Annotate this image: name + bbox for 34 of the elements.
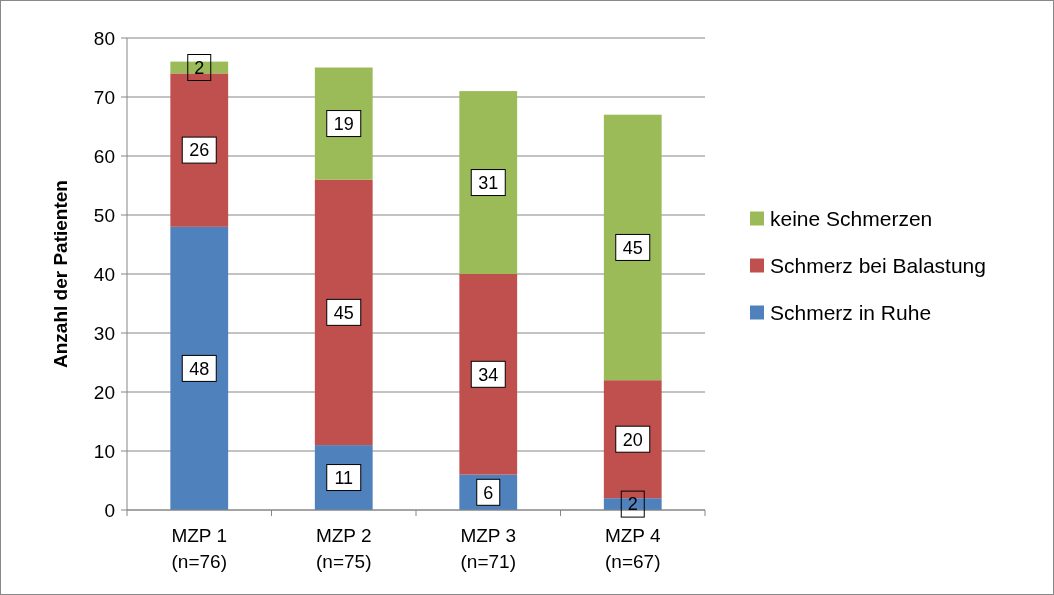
bar — [459, 274, 518, 475]
y-tick-label: 50 — [93, 204, 115, 226]
y-tick-label: 0 — [104, 499, 115, 521]
y-tick-label: 10 — [93, 440, 115, 462]
y-tick-label: 80 — [93, 27, 115, 49]
data-label: 48 — [189, 358, 210, 379]
data-label: 34 — [478, 364, 499, 385]
y-tick-label: 40 — [93, 263, 115, 285]
data-label: 11 — [334, 467, 354, 488]
y-axis-title: Anzahl der Patienten — [50, 180, 71, 368]
data-label: 45 — [622, 237, 643, 258]
x-tick-label: MZP 2 (n=75) — [315, 525, 372, 572]
legend-label: Schmerz in Ruhe — [770, 300, 932, 324]
y-tick-label: 30 — [93, 322, 115, 344]
x-tick-label: MZP 1 (n=76) — [171, 525, 228, 572]
data-label: 45 — [333, 302, 354, 323]
bar — [170, 226, 229, 510]
x-tick-label: MZP 4 (n=67) — [604, 525, 661, 572]
data-label: 20 — [622, 429, 643, 450]
data-label: 6 — [483, 482, 494, 503]
data-label: 2 — [627, 494, 638, 515]
data-label: 26 — [189, 140, 210, 161]
bar — [459, 91, 518, 274]
data-label: 2 — [194, 57, 205, 78]
y-tick-label: 60 — [93, 145, 115, 167]
y-tick-label: 70 — [93, 86, 115, 108]
data-label: 31 — [478, 172, 499, 193]
y-tick-label: 20 — [93, 381, 115, 403]
bar — [603, 114, 662, 381]
bar — [314, 179, 373, 446]
data-label: 19 — [333, 113, 354, 134]
x-tick-label: MZP 3 (n=71) — [460, 525, 517, 572]
legend-label: Schmerz bei Balastung — [770, 253, 986, 277]
legend-label: keine Schmerzen — [770, 206, 933, 230]
